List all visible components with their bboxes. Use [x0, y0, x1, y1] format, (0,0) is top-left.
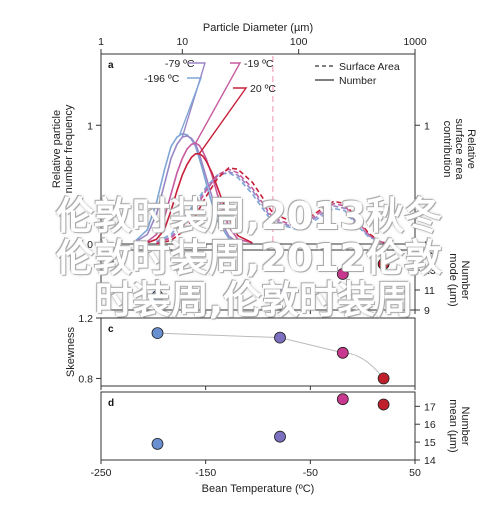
panel-d-point — [336, 393, 349, 406]
panel-a-letter: a — [108, 60, 114, 71]
legend: Surface Area Number — [315, 61, 400, 87]
panel-a-ytick-left-label: 0 — [87, 239, 93, 251]
panel-b-point — [377, 258, 390, 270]
panel-d: 14 15 16 17 Numbermean (µm) d -250 -150 -50 50 — [90, 391, 471, 479]
panel-c-trend-line — [157, 332, 384, 379]
series-surface-7 — [156, 167, 390, 245]
panel-d-ytick-label: 14 — [424, 455, 436, 467]
panel-d-point — [274, 430, 286, 443]
panel-c-ytick-label: 1.2 — [78, 313, 93, 325]
panel-b-ytick-label: 15 — [424, 245, 436, 257]
panel-a-xtick-label: 100 — [290, 36, 308, 48]
legend-label: Number — [339, 75, 377, 87]
series-surface-4 — [156, 171, 390, 245]
panel-d-xtick-label: -150 — [195, 467, 216, 479]
panel-a-ytick-right-label: 1 — [424, 120, 430, 132]
panel-c-point — [274, 331, 286, 344]
series-number-1 — [135, 135, 239, 244]
panel-d-xtick-label: 50 — [409, 467, 421, 479]
panel-d-point — [151, 437, 164, 450]
series-number-3 — [147, 153, 253, 244]
panel-b-ytick-label: 13 — [424, 265, 436, 277]
panel-a-ytick-left-label: 1 — [87, 120, 93, 132]
panel-d-point — [377, 398, 390, 411]
panel-c-letter: c — [108, 324, 114, 335]
panel-a-ylabel-left: Relative particlenumber frequency — [51, 104, 75, 193]
panel-b: 9 11 13 15 Numbermode (µm) b — [100, 245, 471, 317]
panel-c-point — [336, 346, 349, 359]
panel-a-ylabel-right: Relativesurface areacontribution — [441, 118, 477, 180]
panel-d-ytick-label: 17 — [424, 401, 436, 413]
panel-a-xtick-label: 10 — [176, 36, 188, 48]
panel-b-point — [336, 268, 349, 280]
annotation-leader — [194, 62, 242, 144]
annotation-label: -196 ºC — [144, 73, 180, 85]
panel-d-xtick-label: -50 — [303, 467, 318, 479]
panel-b-letter: b — [108, 256, 114, 267]
panel-d-ytick-label: 15 — [424, 437, 436, 449]
panel-c-frame — [100, 317, 416, 387]
series-surface-6 — [156, 168, 390, 245]
annotation-label: 20 ºC — [250, 83, 276, 95]
panel-c-point — [377, 372, 390, 385]
panel-b-point — [151, 290, 164, 302]
annotation-leader — [181, 62, 206, 138]
panel-a-ytick-right-label: 0 — [424, 239, 430, 251]
panel-a-xtick-label: 1000 — [403, 36, 427, 48]
panel-b-point — [274, 286, 286, 298]
panel-a-frame — [100, 53, 416, 245]
panel-b-ytick-label: 9 — [424, 305, 430, 317]
annotation-label: -79 ºC — [165, 58, 195, 70]
panel-b-ylabel: Numbermode (µm) — [447, 253, 471, 306]
panel-a-xtick-label: 1 — [98, 36, 104, 48]
panel-d-frame — [100, 391, 416, 461]
panel-d-xtick-label: -250 — [90, 467, 111, 479]
panel-d-letter: d — [108, 398, 114, 409]
annotation-leader — [198, 87, 248, 155]
panel-a-top-axis-label: Particle Diameter (µm) — [203, 22, 313, 34]
panel-c-point — [151, 327, 164, 340]
panel-b-frame — [100, 249, 416, 311]
annotation-leader — [179, 77, 203, 136]
series-surface-5 — [156, 170, 390, 245]
x-axis-label: Bean Temperature (ºC) — [202, 483, 315, 495]
panel-c-ytick-label: 0.8 — [78, 373, 93, 385]
legend-label: Surface Area — [339, 61, 400, 73]
panel-d-ylabel: Numbermean (µm) — [447, 399, 471, 452]
panel-c-ylabel: Skewness — [65, 326, 77, 377]
panel-b-ytick-label: 11 — [424, 285, 435, 297]
annotation-label: -19 ºC — [244, 58, 274, 70]
panel-d-ytick-label: 16 — [424, 419, 436, 431]
